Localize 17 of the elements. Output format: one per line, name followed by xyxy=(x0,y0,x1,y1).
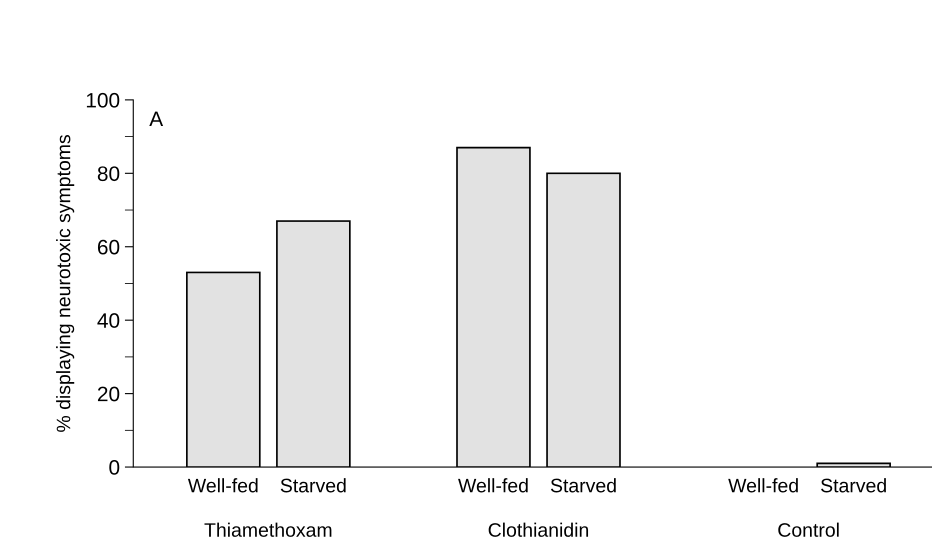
y-tick-label: 60 xyxy=(98,240,120,254)
x-tick-label: Starved xyxy=(821,478,886,492)
x-tick-label: Starved xyxy=(280,478,346,492)
x-tick-label: Well-fed xyxy=(728,478,798,492)
text: Thiamethoxam xyxy=(204,522,332,537)
y-tick-label: 100 xyxy=(86,92,120,108)
y-tick-label: 40 xyxy=(97,313,120,328)
text: Clothianidin xyxy=(488,522,588,537)
y-tick-label: 80 xyxy=(98,166,120,182)
y-tick-label: 0 xyxy=(109,460,120,475)
annotation: A xyxy=(149,112,164,126)
y-tick-label: 20 xyxy=(98,386,120,402)
x-tick-label: Well-fed xyxy=(188,478,258,492)
x-tick-label: Starved xyxy=(550,478,616,492)
x-tick-label: Well-fed xyxy=(458,478,528,492)
y-axis-title: % displaying neurotoxic symptoms xyxy=(56,135,74,432)
text: Control xyxy=(778,522,839,537)
